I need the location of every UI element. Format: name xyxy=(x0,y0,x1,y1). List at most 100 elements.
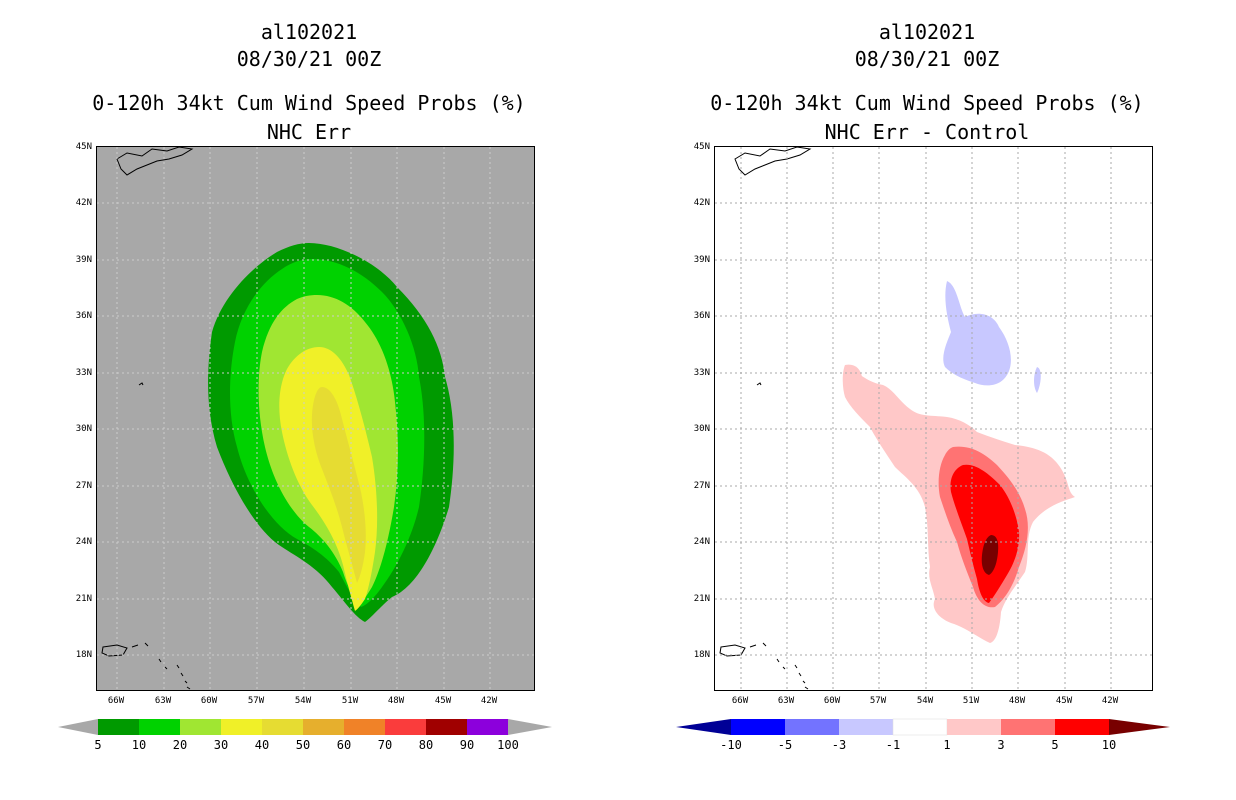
left-lon-tick: 45W xyxy=(434,696,452,706)
right-lat-tick: 39N xyxy=(693,255,710,265)
right-grid xyxy=(715,147,1152,690)
right-lat-tick: 30N xyxy=(693,424,710,434)
puerto-rico-coastline xyxy=(719,644,746,657)
left-lat-tick: 30N xyxy=(75,424,92,434)
right-lon-tick: 51W xyxy=(962,696,980,706)
left-subtitle: NHC Err xyxy=(266,120,352,144)
left-lat-tick: 18N xyxy=(75,650,92,660)
left-lat-tick: 45N xyxy=(75,142,92,152)
right-lat-tick: 24N xyxy=(693,537,710,547)
right-lon-tick: 63W xyxy=(777,696,795,706)
left-colorbar-bin xyxy=(98,719,139,735)
left-lon-tick: 60W xyxy=(200,696,218,706)
right-storm-id: al102021 xyxy=(878,20,976,44)
right-lat-tick: 33N xyxy=(693,368,710,378)
right-colorbar-label: -10 xyxy=(720,738,742,752)
left-colorbar-bin xyxy=(385,719,426,735)
diff-negative-1b xyxy=(1034,367,1041,393)
right-lat-tick: 42N xyxy=(693,198,710,208)
right-map-svg xyxy=(715,147,1152,690)
left-colorbar-label: 80 xyxy=(418,738,434,752)
left-lat-tick: 39N xyxy=(75,255,92,265)
left-storm-id: al102021 xyxy=(260,20,358,44)
right-colorbar-label: 10 xyxy=(1101,738,1117,752)
right-colorbar-bin xyxy=(1055,719,1109,735)
diff-positive-1b xyxy=(845,364,863,395)
left-lat-tick: 27N xyxy=(75,481,92,491)
left-lon-tick: 42W xyxy=(480,696,498,706)
left-lon-tick: 51W xyxy=(341,696,359,706)
right-lat-tick: 21N xyxy=(693,594,710,604)
left-colorbar-bin xyxy=(303,719,344,735)
left-colorbar-label: 10 xyxy=(131,738,147,752)
left-colorbar-bin xyxy=(180,719,221,735)
antilles-coastline xyxy=(749,642,809,690)
right-subtitle: NHC Err - Control xyxy=(824,120,1030,144)
left-lat-tick: 36N xyxy=(75,311,92,321)
left-colorbar-label: 70 xyxy=(377,738,393,752)
right-colorbar-under-arrow xyxy=(676,719,731,735)
right-lon-tick: 66W xyxy=(731,696,749,706)
right-colorbar-label: 1 xyxy=(943,738,951,752)
left-colorbar-bin xyxy=(467,719,508,735)
left-lon-tick: 48W xyxy=(387,696,405,706)
right-colorbar-label: 3 xyxy=(997,738,1005,752)
left-lon-tick: 54W xyxy=(294,696,312,706)
left-map-svg xyxy=(97,147,534,690)
right-lat-tick: 18N xyxy=(693,650,710,660)
left-colorbar xyxy=(58,719,552,735)
left-colorbar-bin xyxy=(262,719,303,735)
left-grid xyxy=(97,147,534,690)
left-colorbar-label: 5 xyxy=(94,738,102,752)
right-lat-tick: 45N xyxy=(693,142,710,152)
left-colorbar-bin xyxy=(344,719,385,735)
right-lat-tick: 27N xyxy=(693,481,710,491)
right-colorbar xyxy=(676,718,1170,736)
diff-positive-10 xyxy=(981,535,999,575)
right-colorbar-bin xyxy=(839,719,893,735)
left-time: 08/30/21 00Z xyxy=(236,47,382,71)
left-map-panel xyxy=(96,146,535,691)
right-lon-tick: 48W xyxy=(1008,696,1026,706)
left-colorbar-label: 30 xyxy=(213,738,229,752)
right-map-panel xyxy=(714,146,1153,691)
left-colorbar-label: 20 xyxy=(172,738,188,752)
right-lon-tick: 54W xyxy=(916,696,934,706)
left-colorbar-label: 40 xyxy=(254,738,270,752)
right-colorbar-bin xyxy=(892,718,948,736)
left-lat-tick: 33N xyxy=(75,368,92,378)
right-time: 08/30/21 00Z xyxy=(854,47,1000,71)
antilles-coastline xyxy=(131,642,191,690)
right-colorbar-label: -1 xyxy=(885,738,901,752)
left-colorbar-label: 50 xyxy=(295,738,311,752)
left-lon-tick: 63W xyxy=(154,696,172,706)
left-lat-tick: 42N xyxy=(75,198,92,208)
puerto-rico-coastline xyxy=(101,644,128,657)
newfoundland-coastline xyxy=(734,147,812,176)
left-colorbar-label: 60 xyxy=(336,738,352,752)
right-colorbar-bin xyxy=(1001,719,1055,735)
right-colorbar-label: -5 xyxy=(777,738,793,752)
left-colorbar-over-arrow xyxy=(508,719,552,735)
right-colorbar-label: -3 xyxy=(831,738,847,752)
right-lon-tick: 57W xyxy=(869,696,887,706)
right-lat-tick: 36N xyxy=(693,311,710,321)
left-colorbar-bin xyxy=(426,719,467,735)
left-lat-tick: 24N xyxy=(75,537,92,547)
left-colorbar-bin xyxy=(139,719,180,735)
left-colorbar-label: 100 xyxy=(497,738,519,752)
prob-contour-40 xyxy=(311,387,366,583)
newfoundland-coastline xyxy=(116,147,194,176)
left-lat-tick: 21N xyxy=(75,594,92,604)
right-lon-tick: 45W xyxy=(1055,696,1073,706)
right-colorbar-bin xyxy=(947,719,1001,735)
bermuda-coastline xyxy=(756,382,762,386)
left-title: 0-120h 34kt Cum Wind Speed Probs (%) xyxy=(92,91,526,115)
right-colorbar-label: 5 xyxy=(1051,738,1059,752)
diff-negative-1 xyxy=(943,281,1011,386)
bermuda-coastline xyxy=(138,382,144,386)
diff-positive-5 xyxy=(950,464,1020,603)
right-lon-tick: 60W xyxy=(823,696,841,706)
left-colorbar-bin xyxy=(221,719,262,735)
right-colorbar-over-arrow xyxy=(1109,719,1170,735)
